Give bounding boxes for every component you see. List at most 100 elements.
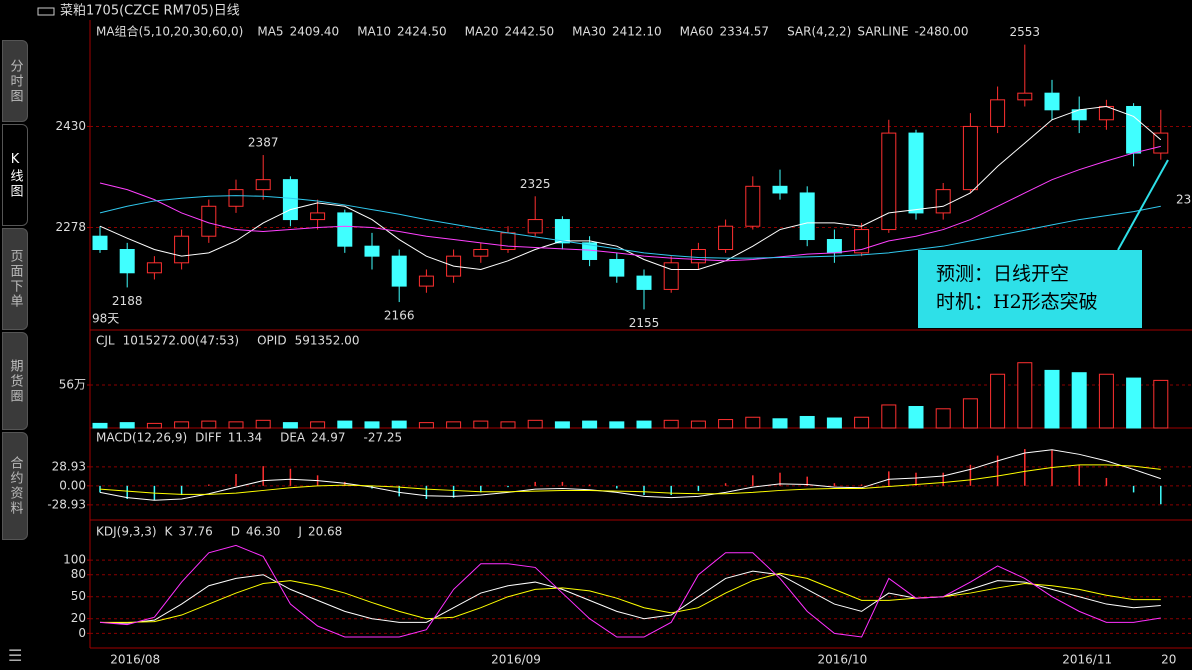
header-text: 37.76 (178, 525, 212, 539)
candle-body (282, 179, 298, 221)
volume-bar (881, 404, 897, 429)
volume-bar (609, 421, 625, 429)
candle-body (881, 132, 897, 231)
volume-bar (92, 422, 108, 429)
volume-bar (908, 405, 924, 429)
volume-bar (663, 419, 679, 429)
volume-bar (990, 373, 1006, 429)
icon (37, 7, 55, 16)
header-text: KDJ(9,3,3) (96, 525, 157, 539)
header-text: DEA (280, 431, 306, 445)
volume-bar (201, 420, 217, 429)
annotation: 2325 (520, 177, 551, 191)
callout-line (1117, 159, 1169, 251)
header-text: SARLINE (857, 25, 908, 39)
header-text: CJL (96, 334, 115, 348)
x-tick-label: 2016/08 (110, 653, 160, 667)
tab[interactable]: 合约资料 (2, 432, 28, 540)
line (100, 572, 1161, 623)
y-tick-label: 50 (71, 589, 86, 603)
candle-body (500, 232, 516, 251)
candle-body (609, 258, 625, 277)
volume-bar (962, 398, 978, 429)
header-text: MA10 (357, 25, 391, 39)
header-text: 1015272.00(47:53) (123, 334, 239, 348)
volume-bar (174, 421, 190, 429)
tab[interactable]: 页面下单 (2, 228, 28, 330)
volume-bar (1098, 373, 1114, 429)
volume-bar (1126, 377, 1142, 429)
line (99, 195, 1161, 259)
menu-icon[interactable]: ☰ (8, 646, 23, 665)
y-tick-label: 28.93 (52, 459, 86, 473)
volume-bar (772, 418, 788, 429)
volume-bar (446, 421, 462, 429)
candle-body (473, 249, 489, 257)
candle-body (1126, 105, 1142, 154)
candle-body (418, 275, 434, 287)
y-tick-label: 20 (71, 611, 86, 625)
candle-body (718, 225, 734, 251)
volume-bar (391, 420, 407, 429)
candle-body (391, 255, 407, 287)
header-text: -27.25 (363, 431, 402, 445)
candle-body (1044, 92, 1060, 111)
candle-body (119, 249, 135, 274)
y-tick-label: 80 (71, 567, 86, 581)
header-text: 20.68 (308, 525, 342, 539)
title: 菜粕1705(CZCE RM705)日线 (60, 4, 240, 19)
edge-label: 98天 (92, 312, 119, 326)
volume-bar (146, 422, 162, 429)
volume-bar (935, 408, 951, 429)
line (99, 544, 1161, 638)
volume-bar (799, 415, 815, 429)
volume-bar (826, 417, 842, 429)
header-text: 2334.57 (719, 25, 769, 39)
candle-body (690, 249, 706, 264)
candle-body (92, 235, 108, 251)
header-text: 591352.00 (295, 334, 360, 348)
annotation-line: 时机：H2形态突破 (936, 291, 1098, 313)
candle-body (935, 189, 951, 214)
volume-bar (690, 420, 706, 429)
volume-bar (473, 420, 489, 429)
volume-bar (500, 421, 516, 429)
line (99, 105, 1162, 270)
annotation: 2188 (112, 294, 143, 308)
volume-bar (228, 421, 244, 429)
volume-bar (282, 422, 298, 429)
header-text: 11.34 (228, 431, 262, 445)
candle-body (1017, 92, 1033, 101)
annotation: 2155 (629, 316, 660, 330)
candle-body (255, 179, 271, 191)
candle-body (636, 275, 652, 290)
annotation: 2166 (384, 309, 415, 323)
header-text: 46.30 (246, 525, 280, 539)
header-text: MA60 (680, 25, 714, 39)
volume-bar (364, 421, 380, 429)
volume-bar (745, 416, 761, 429)
header-text: 2442.50 (505, 25, 555, 39)
x-tick-label: 2016/11 (1062, 653, 1112, 667)
tab[interactable]: K线图 (2, 124, 28, 226)
header-text: D (231, 525, 240, 539)
volume-bar (1071, 372, 1087, 429)
candle-body (228, 189, 244, 207)
header-text: 2412.10 (612, 25, 662, 39)
candle-body (772, 185, 788, 194)
title-bar (0, 0, 1192, 20)
header-text: MA5 (257, 25, 283, 39)
line (99, 145, 1161, 262)
tab[interactable]: 分时图 (2, 40, 28, 122)
volume-bar (1044, 369, 1060, 429)
candle-body (663, 262, 679, 290)
tab[interactable]: 期货圈 (2, 332, 28, 430)
candle-body (527, 219, 543, 234)
x-tick-label: 2016/10 (817, 653, 867, 667)
volume-bar (527, 419, 543, 429)
candle-body (201, 205, 217, 237)
candle-body (364, 245, 380, 257)
volume-bar (255, 419, 271, 429)
